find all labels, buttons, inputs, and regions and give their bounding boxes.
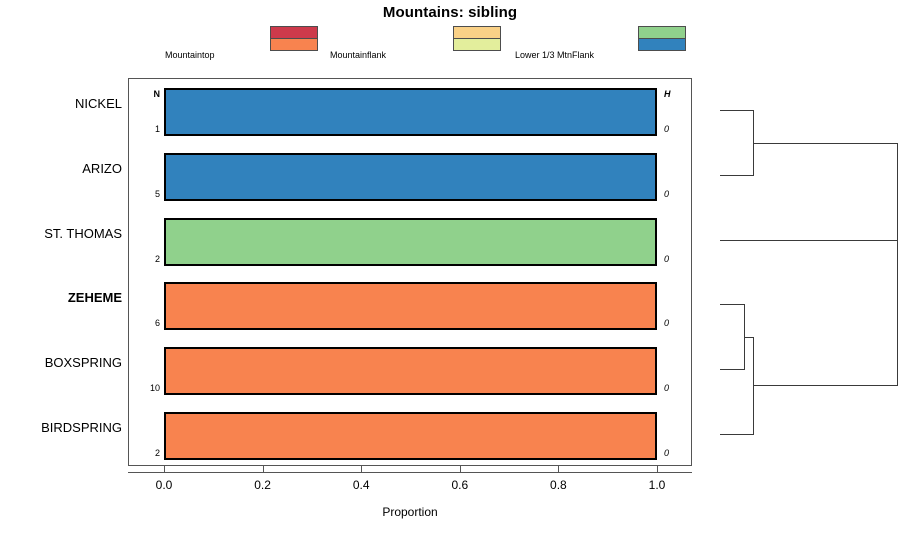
row-n-value: 10 [149, 383, 160, 393]
legend-swatch-lower-third-mtn-flank [639, 27, 685, 39]
dendrogram [700, 78, 900, 466]
bar-arizo[interactable] [164, 153, 657, 201]
legend-item-label-mountainflank: Mountainflank [330, 50, 387, 60]
legend-column-2: Lower 1/3 MtnFlank Mountainbase [515, 25, 700, 96]
legend-column-2-swatches [638, 26, 686, 51]
row-label: ST. THOMAS [44, 225, 122, 241]
legend: Mountaintop Upper 1/3 Mtn Flank Mountain… [165, 25, 735, 96]
bar-st-thomas[interactable] [164, 217, 657, 266]
x-axis-tick [361, 466, 363, 473]
x-axis-tick [657, 466, 658, 473]
h-column-header: H [664, 89, 671, 99]
legend-column-1: Mountainflank Center 1/3 Mtn Flank [330, 25, 515, 96]
row-h-value: 0 [664, 189, 670, 199]
row-label: BOXSPRING [44, 355, 122, 370]
x-axis-tick-label: 0.4 [352, 478, 370, 492]
n-column-header: N [153, 89, 161, 99]
row-label: BIRDSPRING [41, 419, 122, 435]
plot-panel [128, 78, 692, 466]
bar-boxspring[interactable] [164, 347, 657, 395]
bar-birdspring[interactable] [164, 411, 657, 460]
dendro-branch-cluster-b [744, 336, 753, 338]
row-label: NICKEL [75, 96, 122, 112]
row-label: ZEHEME [67, 290, 122, 306]
row-n-value: 2 [154, 447, 160, 458]
row-h-value: 0 [664, 447, 670, 458]
dendro-leaf-zeheme [720, 304, 744, 306]
legend-item-label-lower-third-mtn-flank: Lower 1/3 MtnFlank [515, 50, 595, 60]
legend-item-label-mountaintop: Mountaintop [165, 50, 215, 60]
dendro-branch-cluster-a [753, 142, 897, 144]
dendro-leaf-arizo [720, 175, 753, 176]
x-axis-tick [558, 466, 560, 473]
dendro-leaf-birdspring [720, 433, 753, 435]
row-h-value: 0 [664, 124, 670, 135]
row-h-value: 0 [664, 318, 670, 329]
legend-swatch-mountaintop [271, 27, 317, 39]
row-n-value: 5 [154, 189, 160, 199]
legend-column-0-swatches [270, 26, 318, 51]
row-label: ARIZO [82, 161, 122, 176]
page-title: Mountains: sibling [382, 4, 518, 21]
x-axis-tick-label: 1.0 [648, 478, 666, 492]
x-axis-tick-label: 0.2 [254, 478, 271, 492]
dendro-leaf-boxspring [720, 369, 744, 370]
x-axis-tick-label: 0.6 [451, 478, 469, 492]
x-axis-title: Proportion [382, 505, 438, 519]
legend-swatch-mountainflank [454, 27, 500, 39]
bar-zeheme[interactable] [164, 282, 657, 331]
dendro-root-spine [897, 142, 898, 387]
x-axis-tick-label: 0.0 [155, 478, 173, 492]
legend-swatch-center-third-mtn-flank [454, 38, 500, 50]
legend-column-0: Mountaintop Upper 1/3 Mtn Flank [165, 25, 330, 96]
dendro-branch-cluster-c [753, 385, 897, 387]
row-h-value: 0 [664, 383, 670, 393]
row-n-value: 6 [154, 318, 160, 329]
x-axis-line [128, 472, 692, 473]
row-n-value: 1 [154, 124, 160, 135]
x-axis-tick [262, 466, 264, 473]
legend-swatch-upper-third-mtn-flank [271, 38, 317, 50]
dendro-leaf-st-thomas [720, 239, 897, 241]
legend-swatch-mountainbase [639, 38, 685, 50]
x-axis-tick [459, 466, 461, 473]
row-n-value: 2 [154, 253, 160, 264]
bar-nickel[interactable] [164, 88, 657, 137]
x-axis-tick [164, 466, 165, 473]
dendro-leaf-nickel [720, 110, 753, 112]
x-axis-tick-label: 0.8 [550, 478, 567, 492]
row-h-value: 0 [664, 253, 670, 264]
legend-column-1-swatches [453, 26, 501, 51]
